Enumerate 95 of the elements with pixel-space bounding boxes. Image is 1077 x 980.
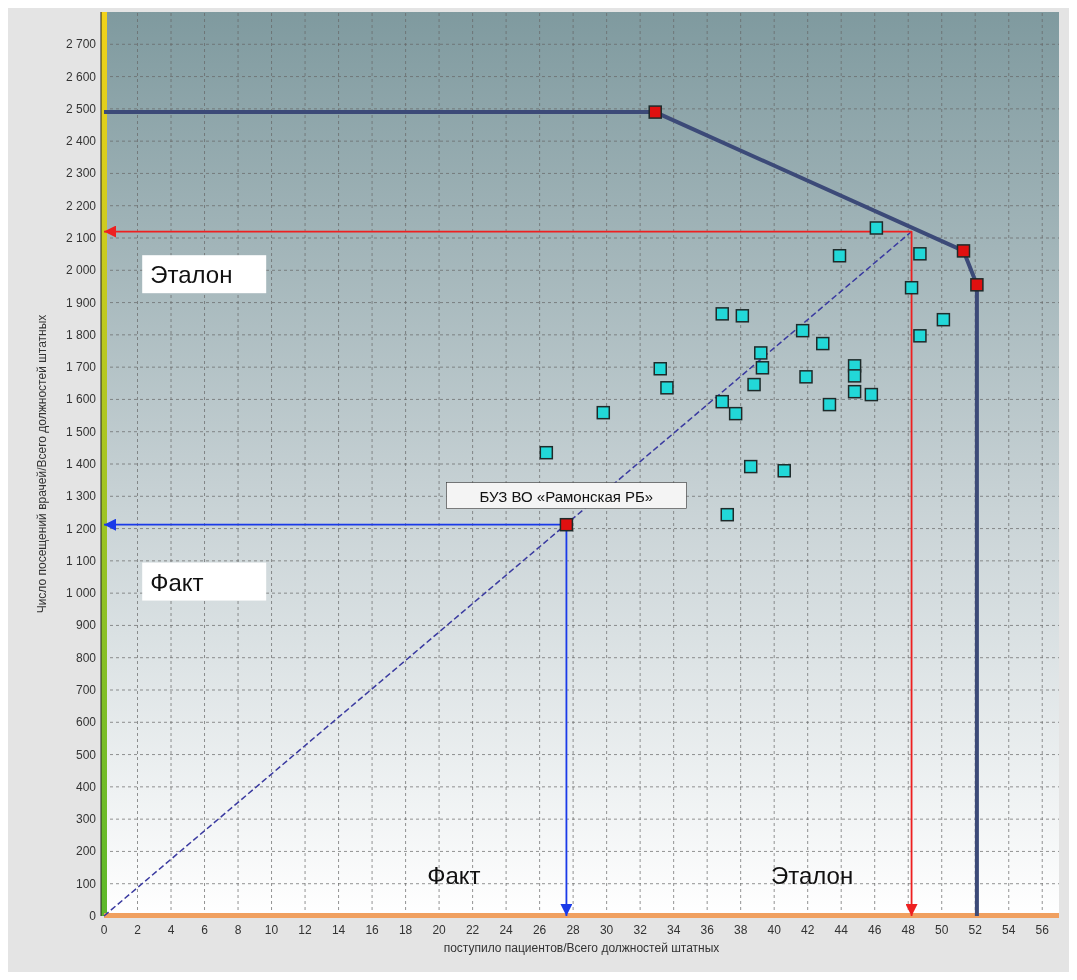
x-tick-label: 28 <box>566 923 581 937</box>
point <box>795 323 810 338</box>
x-tick-label: 26 <box>532 923 547 937</box>
point <box>754 346 768 360</box>
point <box>913 329 927 343</box>
point <box>777 464 791 478</box>
point <box>869 221 884 235</box>
x-tick-label: 38 <box>733 923 748 937</box>
y-tick-label: 2 700 <box>65 37 97 52</box>
x-tick-label: 36 <box>700 923 715 937</box>
x-tick-label: 50 <box>935 923 949 937</box>
y-tick-label: 400 <box>75 779 97 794</box>
point <box>755 361 770 375</box>
point <box>715 307 729 321</box>
x-axis-title: поступило пациентов/Всего должностей штатных <box>443 941 720 955</box>
x-tick-label: 18 <box>398 923 413 937</box>
x-tick-label: 46 <box>868 923 882 937</box>
y-tick-label: 100 <box>75 876 97 891</box>
y-tick-label: 300 <box>75 812 97 827</box>
y-tick-label: 2 300 <box>65 166 97 181</box>
y-tick-label: 2 500 <box>65 101 97 116</box>
point <box>715 394 729 409</box>
y-tick-label: 1 100 <box>65 553 97 568</box>
x-tick-label: 44 <box>834 923 849 937</box>
x-tick-label: 16 <box>365 923 380 937</box>
x-tick-label: 8 <box>234 923 242 937</box>
x-tick-label: 52 <box>968 923 983 937</box>
x-tick-label: 20 <box>432 923 447 937</box>
point <box>743 459 758 474</box>
y-tick-label: 0 <box>89 909 97 923</box>
x-tick-label: 48 <box>901 923 916 937</box>
point <box>864 387 879 402</box>
y-tick-label: 1 000 <box>65 586 97 601</box>
y-tick-label: 1 800 <box>65 327 97 342</box>
x-tick-label: 6 <box>201 923 209 937</box>
y-tick-label: 200 <box>75 844 97 859</box>
point <box>904 280 919 295</box>
y-tick-label: 1 300 <box>65 489 97 504</box>
x-tick-label: 34 <box>666 923 681 937</box>
point <box>832 249 847 263</box>
point <box>816 336 830 351</box>
point <box>913 247 927 261</box>
x-tick-label: 24 <box>499 923 514 937</box>
x-tick-label: 12 <box>298 923 313 937</box>
point <box>596 405 611 420</box>
y-tick-label: 2 600 <box>65 69 97 84</box>
y-tick-label: 800 <box>75 650 97 665</box>
point <box>720 507 735 522</box>
y-tick-label: 2 000 <box>65 263 97 278</box>
point <box>799 370 813 384</box>
point <box>847 369 862 383</box>
point <box>653 362 667 376</box>
x-tick-label: 14 <box>331 923 346 937</box>
point <box>648 105 662 119</box>
x-tick-label: 42 <box>801 923 815 937</box>
y-tick-label: 2 400 <box>65 134 97 149</box>
x-tick-label: 54 <box>1002 923 1016 937</box>
x-tick-label: 10 <box>264 923 279 937</box>
y-tick-label: 500 <box>75 747 97 762</box>
y-tick-label: 1 900 <box>65 295 97 310</box>
annotation: БУЗ ВО «Рамонская РБ» <box>479 487 654 505</box>
y-tick-label: 600 <box>75 715 97 730</box>
point <box>822 397 837 412</box>
x-tick-label: 32 <box>633 923 648 937</box>
y-tick-label: 1 200 <box>65 521 97 536</box>
y-tick-label: 1 600 <box>65 392 97 407</box>
x-tick-label: 0 <box>100 923 108 937</box>
x-tick-label: 4 <box>167 923 175 937</box>
point <box>847 384 862 399</box>
x-tick-label: 56 <box>1035 923 1050 937</box>
point <box>728 406 743 421</box>
y-tick-label: 700 <box>75 683 97 697</box>
y-tick-label: 1 500 <box>65 424 97 439</box>
point <box>539 445 554 460</box>
annotation: Эталон <box>770 862 854 890</box>
point <box>747 377 761 392</box>
y-tick-label: 2 100 <box>65 231 97 245</box>
point <box>660 381 674 395</box>
y-axis-title: Число посещений врачей/Всего должностей штатных <box>35 314 49 614</box>
annotation: Факт <box>427 862 481 890</box>
annotation: Эталон <box>150 261 233 289</box>
y-tick-label: 900 <box>75 618 97 633</box>
point <box>970 278 984 292</box>
y-tick-label: 1 400 <box>65 457 97 471</box>
x-tick-label: 22 <box>465 923 480 937</box>
annotation: Факт <box>150 568 204 596</box>
y-tick-label: 2 200 <box>65 198 97 213</box>
y-tick-label: 1 700 <box>65 360 97 375</box>
point <box>735 309 750 323</box>
point <box>956 244 971 258</box>
point <box>936 312 951 327</box>
point <box>559 517 574 532</box>
x-tick-label: 30 <box>599 923 614 937</box>
x-tick-label: 40 <box>767 923 782 937</box>
x-tick-label: 2 <box>134 923 142 937</box>
